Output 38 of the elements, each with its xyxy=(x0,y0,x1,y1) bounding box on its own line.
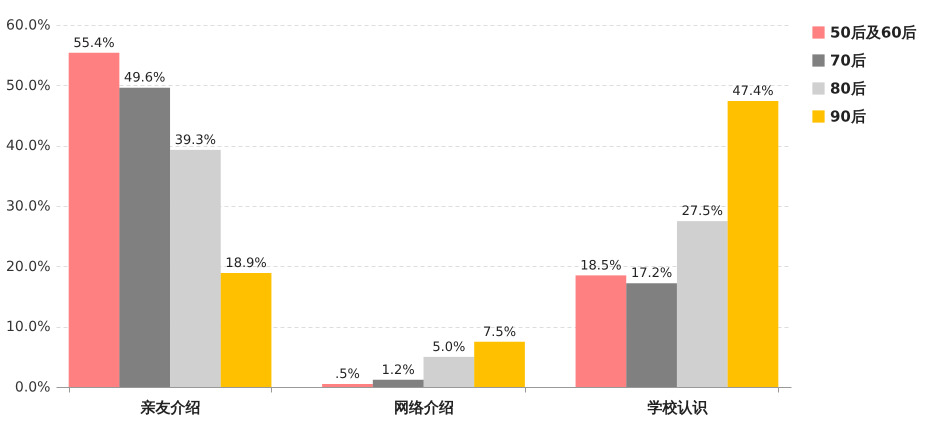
legend-label: 50后及60后 xyxy=(830,24,917,42)
data-label: 5.0% xyxy=(432,340,466,355)
bar xyxy=(676,221,728,387)
data-label: 55.4% xyxy=(73,36,115,51)
y-tick-label: 40.0% xyxy=(6,138,50,154)
bar xyxy=(220,272,272,387)
x-tick-label: 学校认识 xyxy=(647,398,708,416)
data-label: .5% xyxy=(335,366,360,382)
bar xyxy=(170,150,221,387)
legend-label: 70后 xyxy=(830,52,866,70)
y-tick-label: 10.0% xyxy=(6,319,50,336)
data-label: 7.5% xyxy=(483,324,516,340)
bar xyxy=(322,384,373,387)
bar xyxy=(68,52,120,387)
data-label: 1.2% xyxy=(382,362,415,378)
bar xyxy=(626,283,677,387)
x-tick-label: 网络介绍 xyxy=(394,398,454,416)
data-label: 39.3% xyxy=(174,132,216,148)
data-label: 27.5% xyxy=(682,204,723,220)
data-label: 17.2% xyxy=(630,266,672,282)
bar xyxy=(576,275,626,387)
data-label: 47.4% xyxy=(732,84,774,100)
legend-label: 90后 xyxy=(830,108,866,126)
data-label: 18.9% xyxy=(225,256,267,271)
y-tick-label: 30.0% xyxy=(6,198,50,214)
y-tick-label: 50.0% xyxy=(6,78,50,94)
bar xyxy=(119,88,170,387)
y-tick-label: 60.0% xyxy=(6,18,50,34)
bar xyxy=(424,356,474,387)
legend-label: 80后 xyxy=(830,80,866,98)
data-label: 49.6% xyxy=(124,70,166,86)
bar xyxy=(474,342,525,387)
y-tick-label: 20.0% xyxy=(6,258,50,275)
data-label: 18.5% xyxy=(580,258,622,274)
x-tick-label: 亲友介绍 xyxy=(140,398,201,416)
bar xyxy=(728,101,778,387)
bar xyxy=(372,380,424,387)
y-tick-label: 0.0% xyxy=(14,380,50,396)
